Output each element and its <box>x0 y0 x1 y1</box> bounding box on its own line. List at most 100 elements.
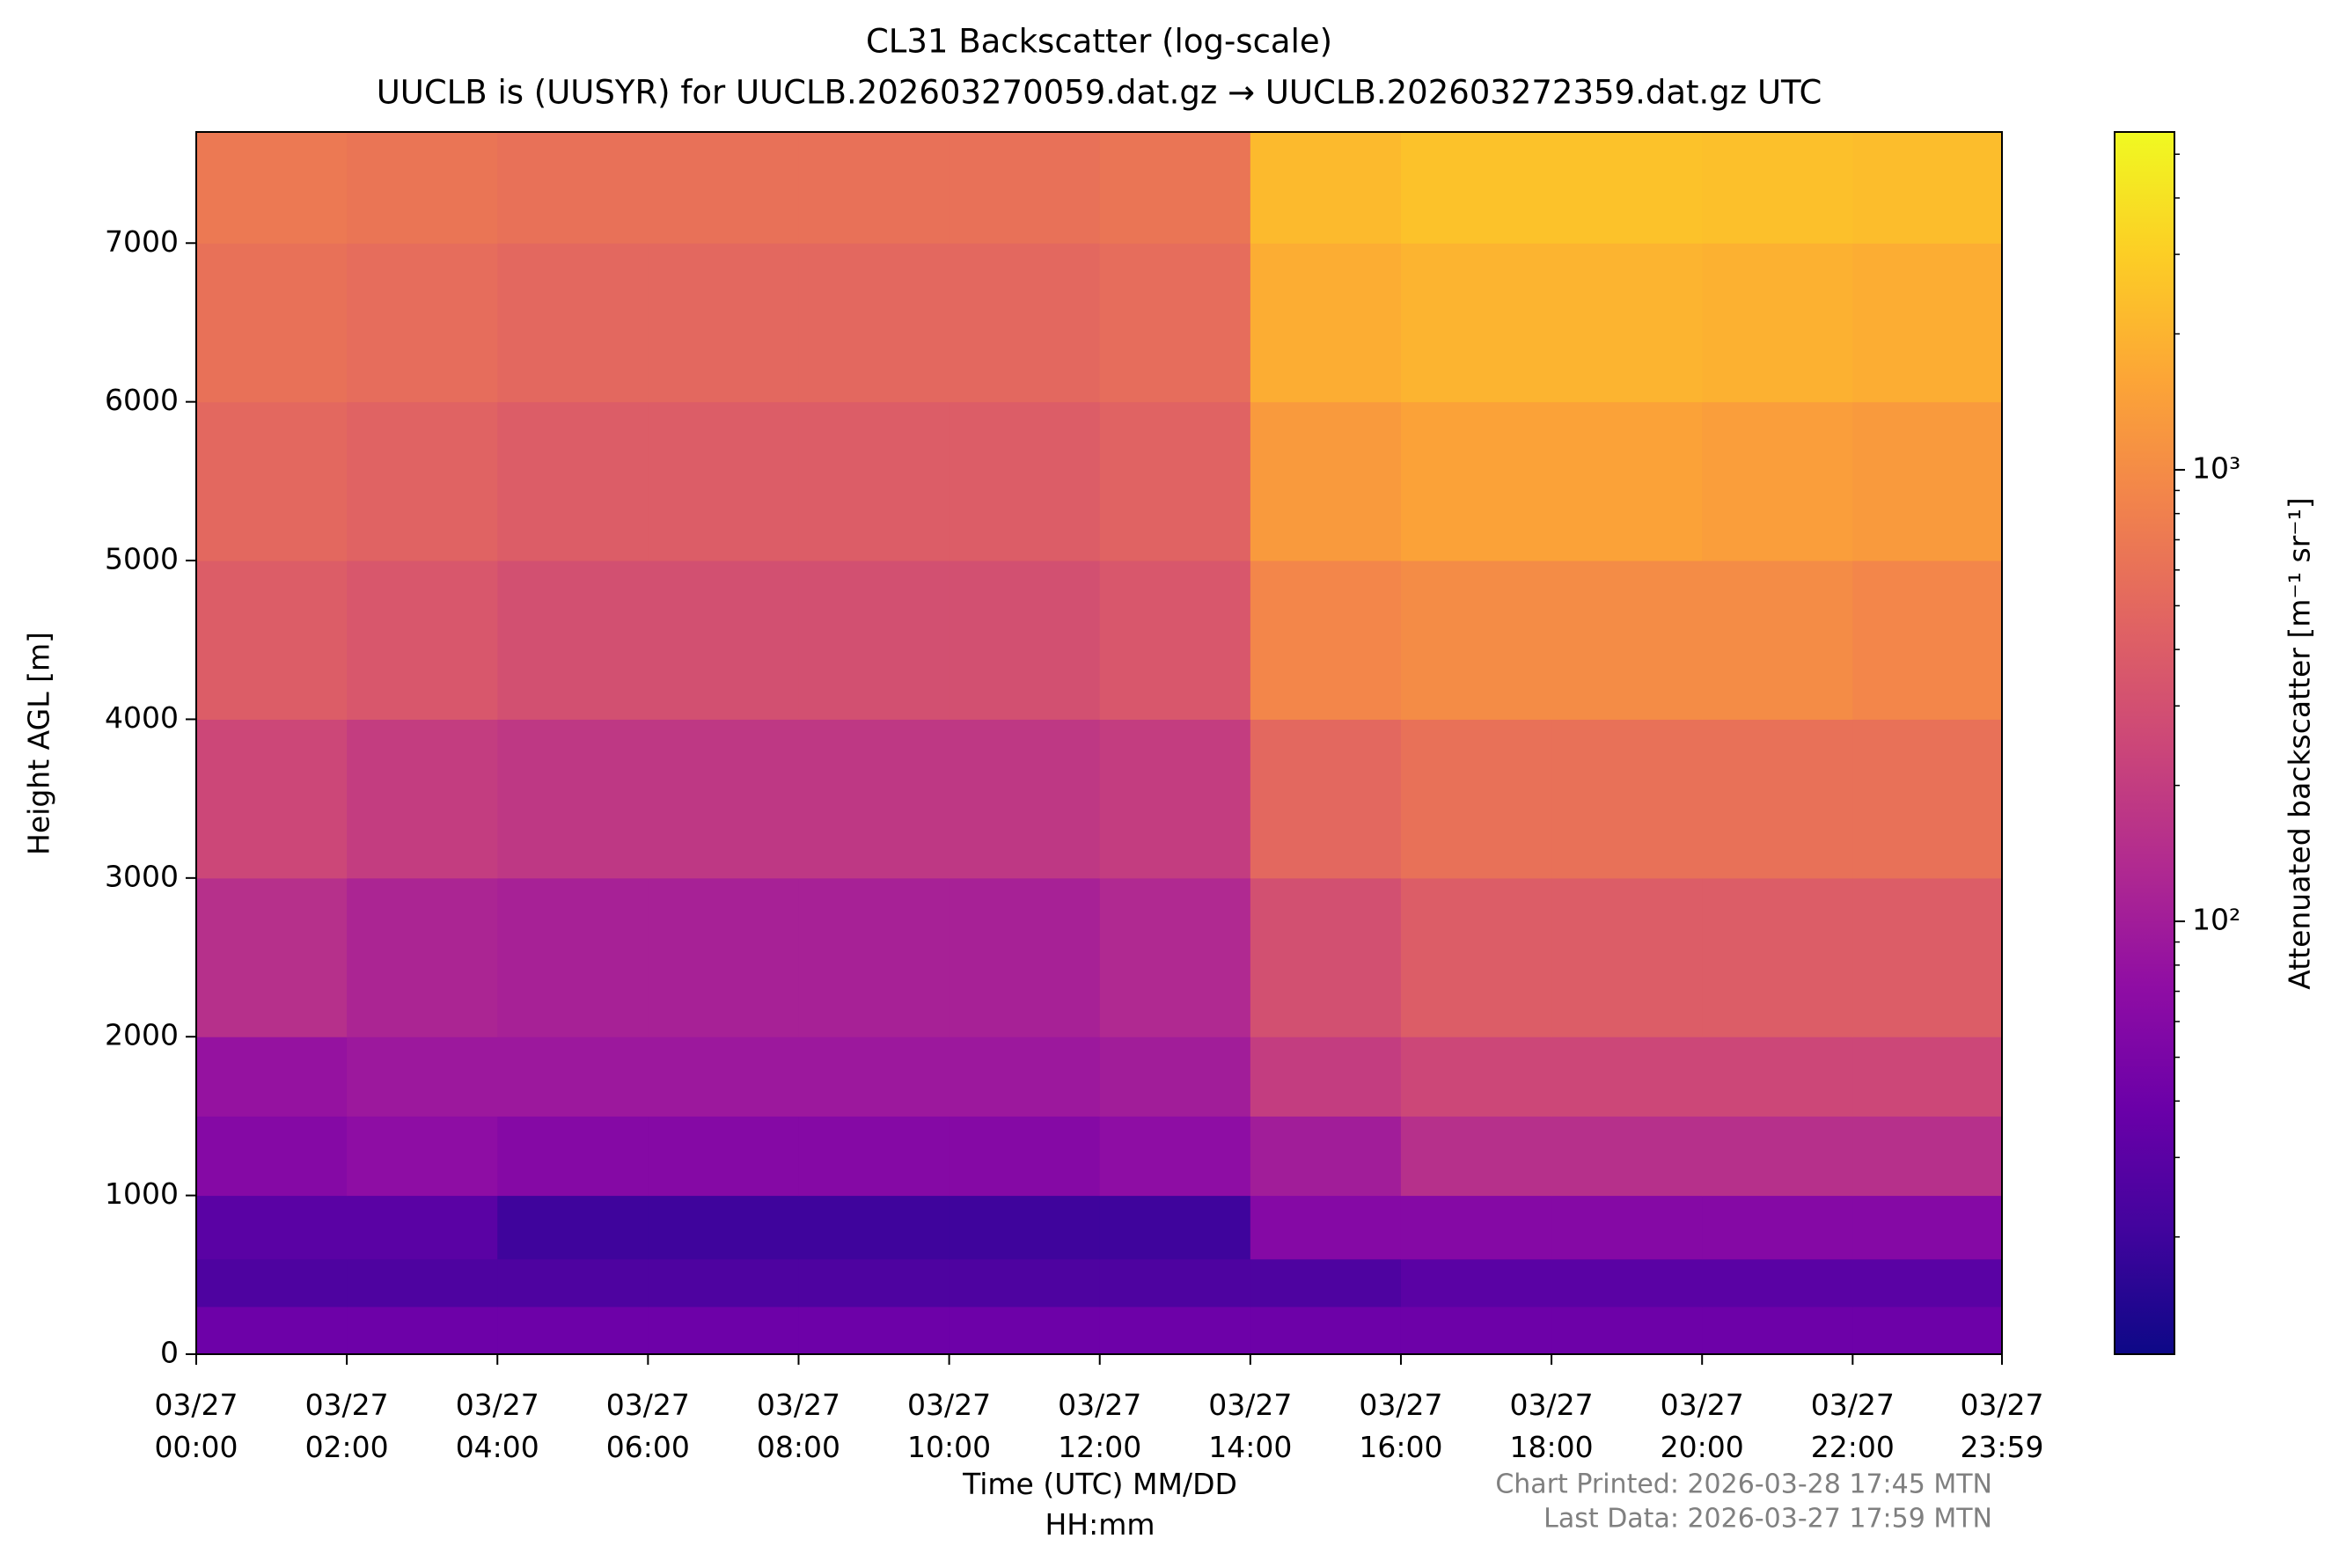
heatmap-cell <box>1702 132 1853 244</box>
heatmap-cell <box>497 243 649 403</box>
heatmap-cell <box>196 1037 348 1117</box>
heatmap-cell <box>1852 132 2003 244</box>
heatmap-cell <box>949 561 1101 720</box>
heatmap-cell <box>497 1258 649 1308</box>
heatmap-cell <box>798 132 950 244</box>
heatmap-cell <box>1551 719 1703 879</box>
y-tick-label: 7000 <box>105 224 179 259</box>
heatmap-cell <box>497 719 649 879</box>
footnote: Chart Printed: 2026-03-28 17:45 MTN <box>1495 1469 1992 1500</box>
x-tick-label: 03/27 20:00 <box>1661 1388 1744 1464</box>
heatmap-cell <box>798 1195 950 1260</box>
heatmap-cell <box>1702 1116 1853 1197</box>
heatmap-cell <box>648 719 799 879</box>
heatmap-cell <box>347 561 498 720</box>
heatmap-cell <box>347 401 498 561</box>
heatmap-cell <box>1852 877 2003 1037</box>
heatmap-cell <box>798 243 950 403</box>
heatmap-cell <box>1099 719 1251 879</box>
chart-title: CL31 Backscatter (log-scale) <box>866 23 1332 61</box>
heatmap-cell <box>1250 561 1402 720</box>
heatmap-cell <box>1702 1037 1853 1117</box>
heatmap-cell <box>1852 1258 2003 1308</box>
y-tick-label: 1000 <box>105 1176 179 1211</box>
heatmap-cell <box>1551 561 1703 720</box>
heatmap-cell <box>648 1195 799 1260</box>
colorbar <box>2114 131 2175 1355</box>
heatmap-cell <box>1099 561 1251 720</box>
heatmap-cell <box>1551 1195 1703 1260</box>
heatmap-cell <box>798 1116 950 1197</box>
heatmap-cell <box>347 1258 498 1308</box>
heatmap-cell <box>1400 1116 1552 1197</box>
heatmap-cell <box>1250 1116 1402 1197</box>
heatmap-cell <box>1099 877 1251 1037</box>
heatmap-cell <box>347 1116 498 1197</box>
heatmap-cell <box>1852 401 2003 561</box>
heatmap-cell <box>1400 243 1552 403</box>
x-axis-label: Time (UTC) MM/DD HH:mm <box>962 1467 1237 1542</box>
heatmap-cell <box>1250 1037 1402 1117</box>
heatmap-cell <box>1400 1258 1552 1308</box>
heatmap-cell <box>949 1037 1101 1117</box>
heatmap-cell <box>1852 243 2003 403</box>
heatmap-cell <box>497 1116 649 1197</box>
heatmap-cell <box>497 1037 649 1117</box>
heatmap-cell <box>196 877 348 1037</box>
heatmap-cell <box>1099 1116 1251 1197</box>
x-tick-label: 03/27 12:00 <box>1058 1388 1141 1464</box>
x-tick-label: 03/27 04:00 <box>456 1388 539 1464</box>
heatmap-cell <box>1852 1116 2003 1197</box>
heatmap-cell <box>497 401 649 561</box>
heatmap-cell <box>1250 877 1402 1037</box>
heatmap-cell <box>1400 719 1552 879</box>
x-tick-label: 03/27 00:00 <box>154 1388 238 1464</box>
heatmap-cell <box>1250 719 1402 879</box>
heatmap-cell <box>798 877 950 1037</box>
heatmap-cell <box>1400 877 1552 1037</box>
x-tick-label: 03/27 06:00 <box>606 1388 690 1464</box>
heatmap-cell <box>949 877 1101 1037</box>
x-tick-label: 03/27 08:00 <box>757 1388 840 1464</box>
heatmap-cell <box>949 1116 1101 1197</box>
heatmap-cell <box>1400 1195 1552 1260</box>
heatmap-cell <box>1702 401 1853 561</box>
heatmap-cell <box>1250 1195 1402 1260</box>
heatmap-cell <box>949 243 1101 403</box>
heatmap-cell <box>497 877 649 1037</box>
heatmap-cell <box>1702 1195 1853 1260</box>
heatmap-cell <box>347 1037 498 1117</box>
x-tick-label: 03/27 22:00 <box>1811 1388 1895 1464</box>
heatmap-cell <box>648 877 799 1037</box>
colorbar-tick-label: 10³ <box>2192 451 2240 485</box>
heatmap-cell <box>648 1116 799 1197</box>
heatmap-cell <box>949 401 1101 561</box>
heatmap-cell <box>798 1037 950 1117</box>
x-tick-label: 03/27 16:00 <box>1359 1388 1442 1464</box>
heatmap-cell <box>1400 401 1552 561</box>
heatmap-cell <box>1099 401 1251 561</box>
heatmap <box>196 132 2003 1355</box>
heatmap-cell <box>648 1037 799 1117</box>
heatmap-cell <box>347 1195 498 1260</box>
heatmap-cell <box>648 561 799 720</box>
heatmap-cell <box>196 401 348 561</box>
heatmap-cell <box>1250 1258 1402 1308</box>
heatmap-cell <box>347 132 498 244</box>
heatmap-cell <box>1702 877 1853 1037</box>
heatmap-cell <box>347 719 498 879</box>
heatmap-cell <box>1400 132 1552 244</box>
heatmap-cell <box>497 1306 649 1355</box>
heatmap-cell <box>648 401 799 561</box>
x-tick-label: 03/27 23:59 <box>1960 1388 2043 1464</box>
heatmap-cell <box>1099 1037 1251 1117</box>
heatmap-cell <box>1250 1306 1402 1355</box>
heatmap-cell <box>1852 1037 2003 1117</box>
heatmap-cell <box>1551 1037 1703 1117</box>
heatmap-cell <box>798 561 950 720</box>
heatmap-cell <box>1852 1306 2003 1355</box>
heatmap-cell <box>949 1258 1101 1308</box>
x-tick-label: 03/27 14:00 <box>1208 1388 1292 1464</box>
heatmap-cell <box>1551 243 1703 403</box>
heatmap-cell <box>1702 719 1853 879</box>
